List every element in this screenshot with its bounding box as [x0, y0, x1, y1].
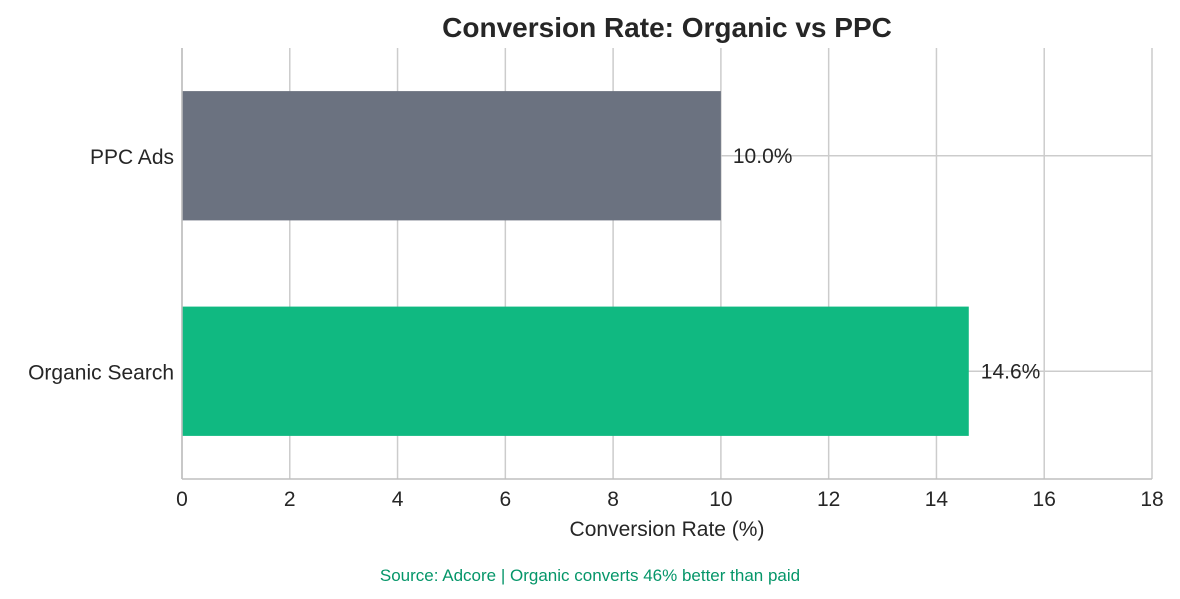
x-tick-label: 4: [392, 488, 404, 511]
labels: 0 2 4 6 8 10 12 14 16 18 PPC Ads 10.0% Organic Searc…: [28, 145, 1164, 511]
y-tick-label: Organic Search: [28, 361, 174, 384]
bar-value-label: 14.6%: [981, 360, 1041, 383]
x-tick-label: 12: [817, 488, 840, 511]
bar: [182, 306, 969, 436]
x-tick-label: 14: [925, 488, 949, 511]
bar-value-label: 10.0%: [733, 145, 793, 168]
x-tick-label: 10: [709, 488, 732, 511]
x-tick-label: 6: [499, 488, 511, 511]
bars: [182, 91, 969, 436]
y-tick-label: PPC Ads: [90, 146, 174, 169]
source-annotation: Source: Adcore | Organic converts 46% be…: [380, 566, 800, 585]
x-axis-label: Conversion Rate (%): [570, 518, 765, 541]
chart-title: Conversion Rate: Organic vs PPC: [442, 12, 892, 43]
axes: [181, 48, 1152, 480]
x-tick-label: 2: [284, 488, 296, 511]
x-tick-label: 16: [1033, 488, 1056, 511]
x-tick-label: 8: [607, 488, 619, 511]
x-tick-label: 0: [176, 488, 188, 511]
bar: [182, 91, 721, 221]
x-tick-label: 18: [1140, 488, 1163, 511]
